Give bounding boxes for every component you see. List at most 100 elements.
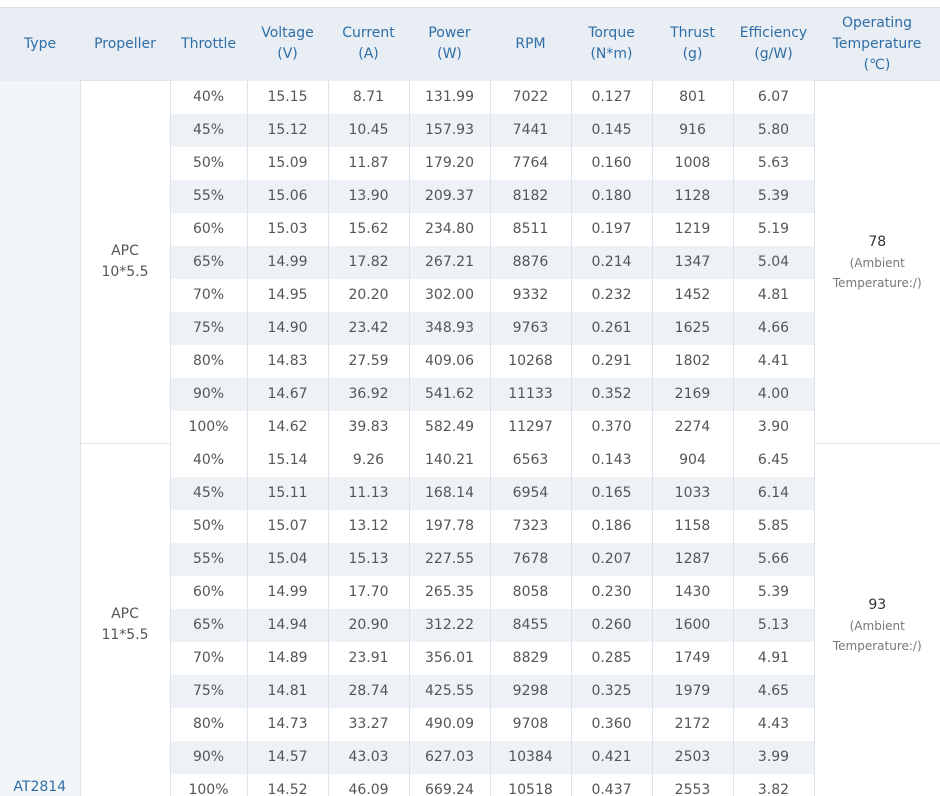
data-cell: 10518 — [489, 773, 571, 796]
data-cell: 17.82 — [327, 245, 409, 279]
data-cell: 6563 — [489, 443, 571, 477]
data-cell: 11133 — [489, 377, 571, 411]
table-row: 70% 14.89 23.91 356.01 8829 0.285 1749 4.91 — [0, 641, 940, 675]
data-cell: 0.230 — [570, 575, 652, 609]
data-cell: 20.90 — [327, 608, 409, 642]
data-cell: 14.99 — [246, 575, 328, 609]
data-cell: 1802 — [651, 344, 733, 378]
data-cell: 11297 — [489, 410, 571, 444]
data-cell: 11.13 — [327, 476, 409, 510]
temperature-cell: 78 (Ambient Temperature:/) — [813, 80, 940, 444]
data-cell: 582.49 — [408, 410, 490, 444]
data-cell: 70% — [169, 278, 247, 312]
table-row: 60% 15.03 15.62 234.80 8511 0.197 1219 5.19 — [0, 212, 940, 246]
data-cell: 490.09 — [408, 707, 490, 741]
data-cell: 33.27 — [327, 707, 409, 741]
data-cell: 801 — [651, 80, 733, 114]
data-cell: 3.90 — [732, 410, 814, 444]
data-cell: 15.62 — [327, 212, 409, 246]
type-cell: AT2814 — [0, 80, 80, 796]
data-cell: 45% — [169, 476, 247, 510]
data-cell: 4.81 — [732, 278, 814, 312]
data-cell: 0.260 — [570, 608, 652, 642]
table-row: 80% 14.73 33.27 490.09 9708 0.360 2172 4.43 — [0, 707, 940, 741]
data-cell: 27.59 — [327, 344, 409, 378]
data-cell: 1600 — [651, 608, 733, 642]
header-line: (A) — [358, 46, 379, 63]
data-cell: 15.06 — [246, 179, 328, 213]
header-line: Current — [342, 25, 395, 42]
data-cell: 0.291 — [570, 344, 652, 378]
data-cell: 70% — [169, 641, 247, 675]
data-cell: 904 — [651, 443, 733, 477]
table-row: 50% 15.09 11.87 179.20 7764 0.160 1008 5.63 — [0, 146, 940, 180]
data-cell: 7678 — [489, 542, 571, 576]
data-cell: 5.85 — [732, 509, 814, 543]
data-cell: 15.09 — [246, 146, 328, 180]
data-cell: 409.06 — [408, 344, 490, 378]
data-cell: 75% — [169, 674, 247, 708]
data-cell: 14.62 — [246, 410, 328, 444]
data-cell: 5.63 — [732, 146, 814, 180]
data-cell: 1347 — [651, 245, 733, 279]
column-header: RPM — [490, 7, 571, 81]
data-cell: 10.45 — [327, 113, 409, 147]
data-cell: 15.07 — [246, 509, 328, 543]
data-cell: 0.160 — [570, 146, 652, 180]
data-cell: 8876 — [489, 245, 571, 279]
data-cell: 3.99 — [732, 740, 814, 774]
table-row: 60% 14.99 17.70 265.35 8058 0.230 1430 5.39 — [0, 575, 940, 609]
data-cell: 3.82 — [732, 773, 814, 796]
data-cell: 0.186 — [570, 509, 652, 543]
data-cell: 28.74 — [327, 674, 409, 708]
data-cell: 265.35 — [408, 575, 490, 609]
table-row: 90% 14.67 36.92 541.62 11133 0.352 2169 4.00 — [0, 377, 940, 411]
data-cell: 8829 — [489, 641, 571, 675]
data-cell: 356.01 — [408, 641, 490, 675]
data-cell: 197.78 — [408, 509, 490, 543]
column-header: Current (A) — [328, 7, 409, 81]
data-cell: 15.12 — [246, 113, 328, 147]
data-cell: 2553 — [651, 773, 733, 796]
data-cell: 0.145 — [570, 113, 652, 147]
data-cell: 13.90 — [327, 179, 409, 213]
data-cell: 50% — [169, 509, 247, 543]
data-cell: 1452 — [651, 278, 733, 312]
table-row: 50% 15.07 13.12 197.78 7323 0.186 1158 5.85 — [0, 509, 940, 543]
data-cell: 1219 — [651, 212, 733, 246]
data-cell: 80% — [169, 707, 247, 741]
data-cell: 8182 — [489, 179, 571, 213]
column-header: Propeller — [80, 7, 170, 81]
data-cell: 9763 — [489, 311, 571, 345]
data-cell: 14.83 — [246, 344, 328, 378]
data-cell: 1625 — [651, 311, 733, 345]
data-cell: 1008 — [651, 146, 733, 180]
data-cell: 0.370 — [570, 410, 652, 444]
propeller-line: 10*5.5 — [101, 264, 149, 280]
table-row: 55% 15.06 13.90 209.37 8182 0.180 1128 5.39 — [0, 179, 940, 213]
data-cell: 1033 — [651, 476, 733, 510]
table-row: APC 11*5.5 40% 15.14 9.26 140.21 6563 0.143 904 6… — [0, 443, 940, 796]
header-line: Efficiency — [739, 25, 808, 42]
data-cell: 46.09 — [327, 773, 409, 796]
data-cell: 11.87 — [327, 146, 409, 180]
data-cell: 13.12 — [327, 509, 409, 543]
data-cell: 5.39 — [732, 179, 814, 213]
table-row: 90% 14.57 43.03 627.03 10384 0.421 2503 3.99 — [0, 740, 940, 774]
data-cell: 10268 — [489, 344, 571, 378]
temperature-note: (Ambient Temperature:/) — [832, 619, 922, 654]
data-cell: 60% — [169, 575, 247, 609]
data-cell: 23.42 — [327, 311, 409, 345]
data-cell: 0.352 — [570, 377, 652, 411]
data-cell: 5.66 — [732, 542, 814, 576]
data-cell: 50% — [169, 146, 247, 180]
header-line: Throttle — [181, 35, 236, 52]
column-header: Throttle — [170, 7, 247, 81]
data-cell: 100% — [169, 773, 247, 796]
data-cell: 541.62 — [408, 377, 490, 411]
data-cell: 55% — [169, 542, 247, 576]
data-cell: 2503 — [651, 740, 733, 774]
data-cell: 0.437 — [570, 773, 652, 796]
data-cell: 8511 — [489, 212, 571, 246]
header-line: Torque — [588, 25, 635, 42]
